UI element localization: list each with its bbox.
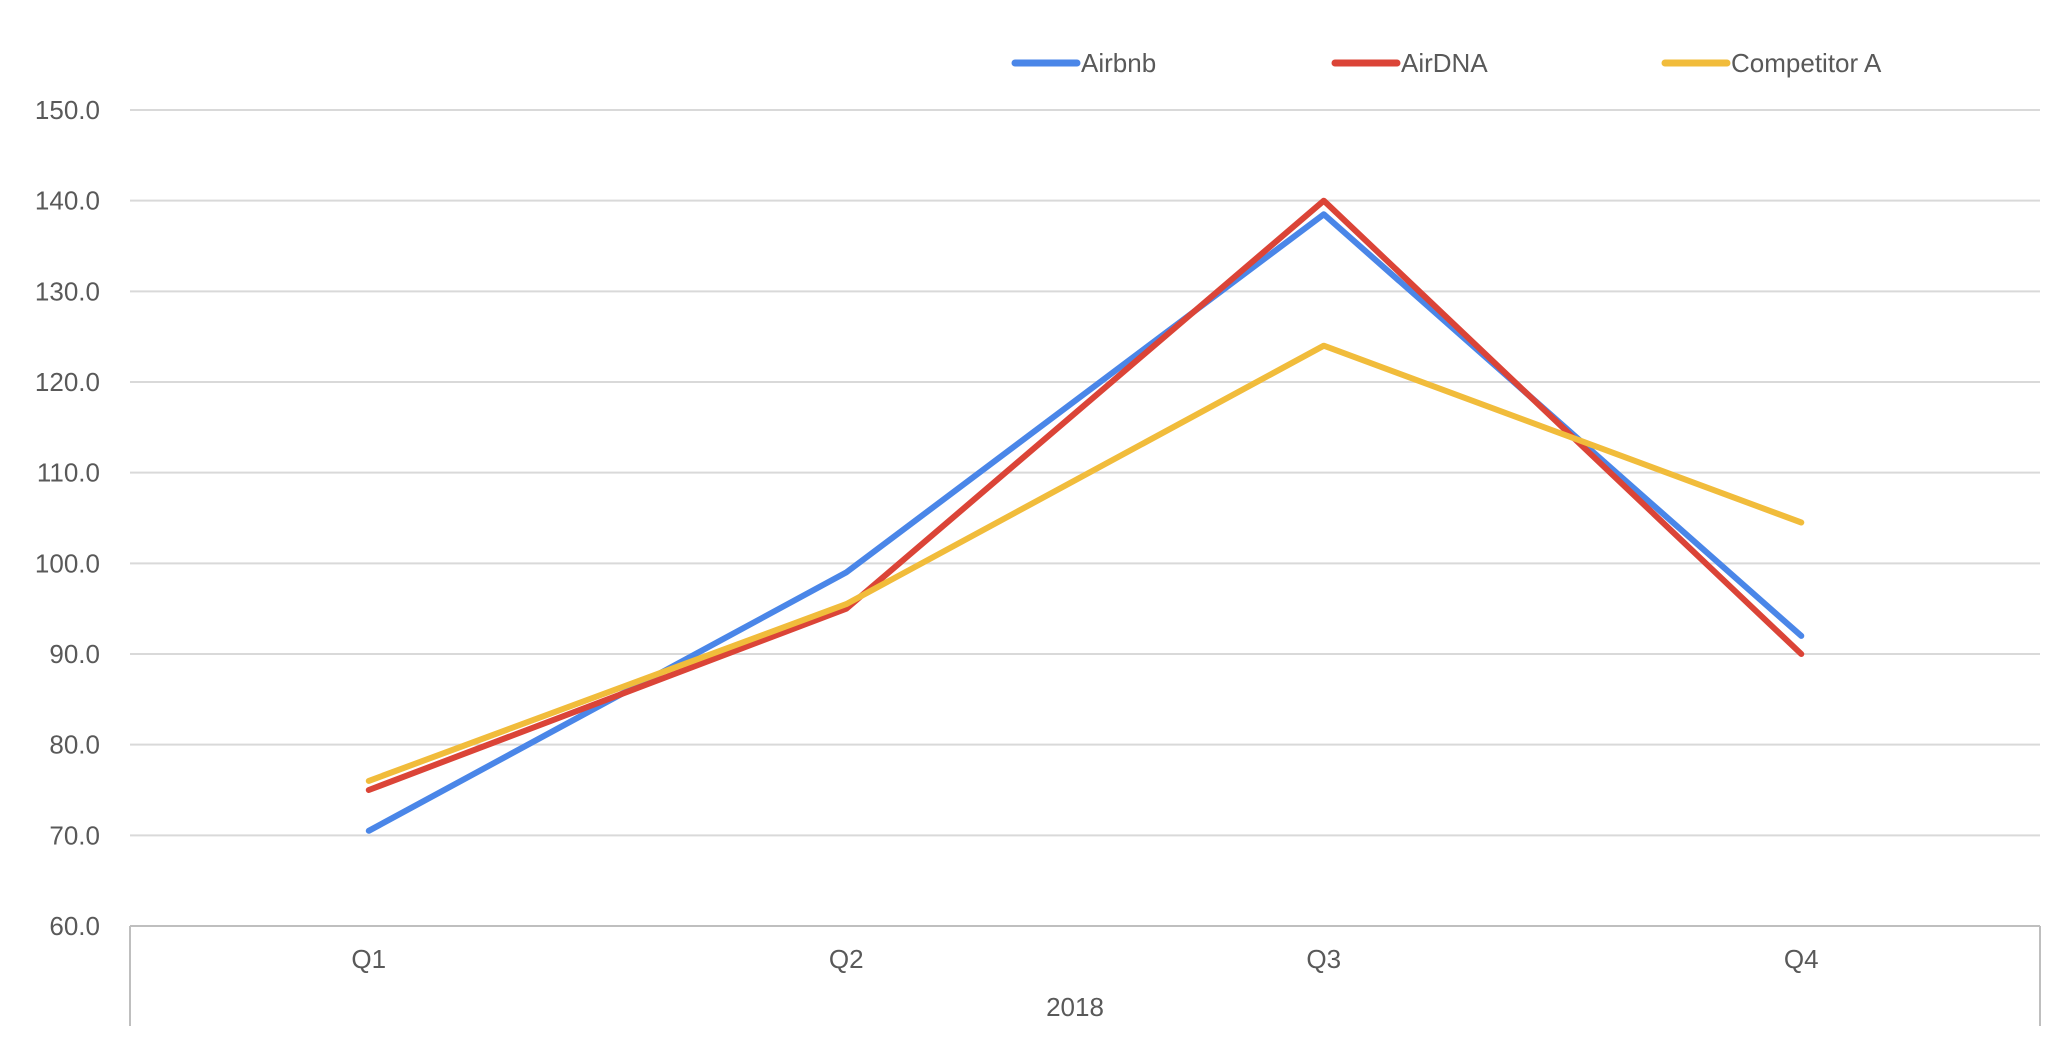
series-line-airbnb [365, 211, 1805, 834]
x-tick-label: Q3 [1306, 944, 1341, 974]
y-tick-label: 140.0 [35, 186, 100, 216]
data-point [1800, 653, 1803, 655]
y-tick-label: 110.0 [37, 458, 100, 488]
data-point [1800, 521, 1803, 524]
y-tick-label: 100.0 [35, 548, 100, 578]
x-tick-label: Q2 [829, 944, 864, 974]
legend: Airbnb AirDNA Competitor A [1011, 48, 1882, 78]
data-point [845, 571, 848, 574]
data-point [367, 829, 370, 832]
data-point [1322, 344, 1325, 347]
legend-label: Airbnb [1081, 48, 1156, 78]
x-tick-label: Q4 [1784, 944, 1819, 974]
axes: 60.0 70.0 80.0 90.0 100.0 110.0 120.0 130.0 140.… [35, 95, 2041, 1026]
legend-label: AirDNA [1401, 48, 1488, 78]
series-line-airdna [365, 197, 1805, 793]
x-tick-label: Q1 [351, 944, 386, 974]
series-lines [365, 197, 1805, 834]
y-tick-label: 90.0 [49, 639, 100, 669]
data-point [367, 789, 370, 791]
legend-label: Competitor A [1731, 48, 1882, 78]
series-line-competitor-a [365, 342, 1805, 784]
data-point [845, 607, 848, 610]
data-point [1800, 634, 1803, 637]
y-tick-label: 70.0 [49, 820, 100, 850]
y-tick-label: 150.0 [35, 95, 100, 125]
x-group-label: 2018 [1046, 992, 1104, 1022]
data-point [1322, 199, 1325, 202]
data-point [845, 603, 848, 606]
y-tick-label: 80.0 [49, 730, 100, 760]
y-tick-label: 130.0 [35, 276, 100, 306]
data-point [1322, 213, 1325, 216]
data-point [367, 779, 370, 782]
y-tick-label: 60.0 [49, 911, 100, 941]
y-tick-label: 120.0 [35, 367, 100, 397]
